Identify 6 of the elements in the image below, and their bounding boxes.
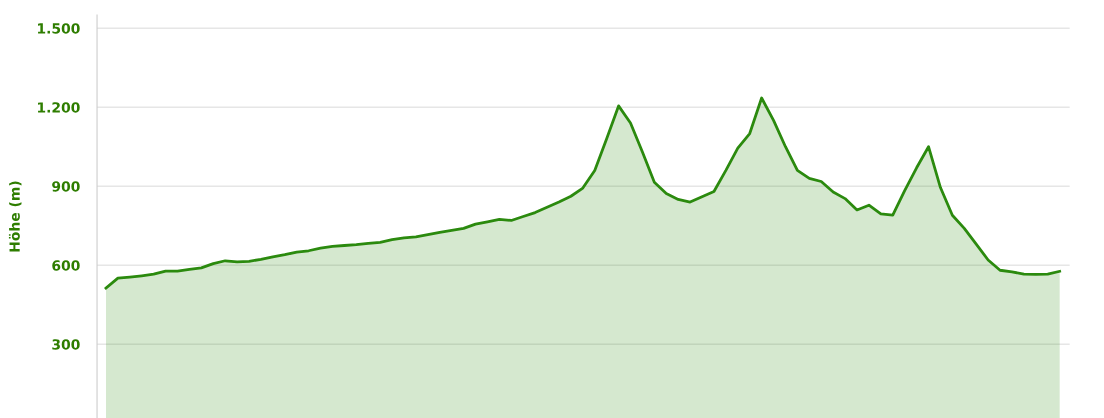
y-axis-title: Höhe (m): [8, 181, 22, 252]
y-tick-label: 900: [52, 181, 80, 192]
y-tick-label: 1.500: [38, 23, 80, 34]
y-tick-label: 300: [52, 339, 80, 350]
y-tick-label: 600: [52, 260, 80, 271]
y-tick-label: 1.200: [38, 102, 80, 113]
